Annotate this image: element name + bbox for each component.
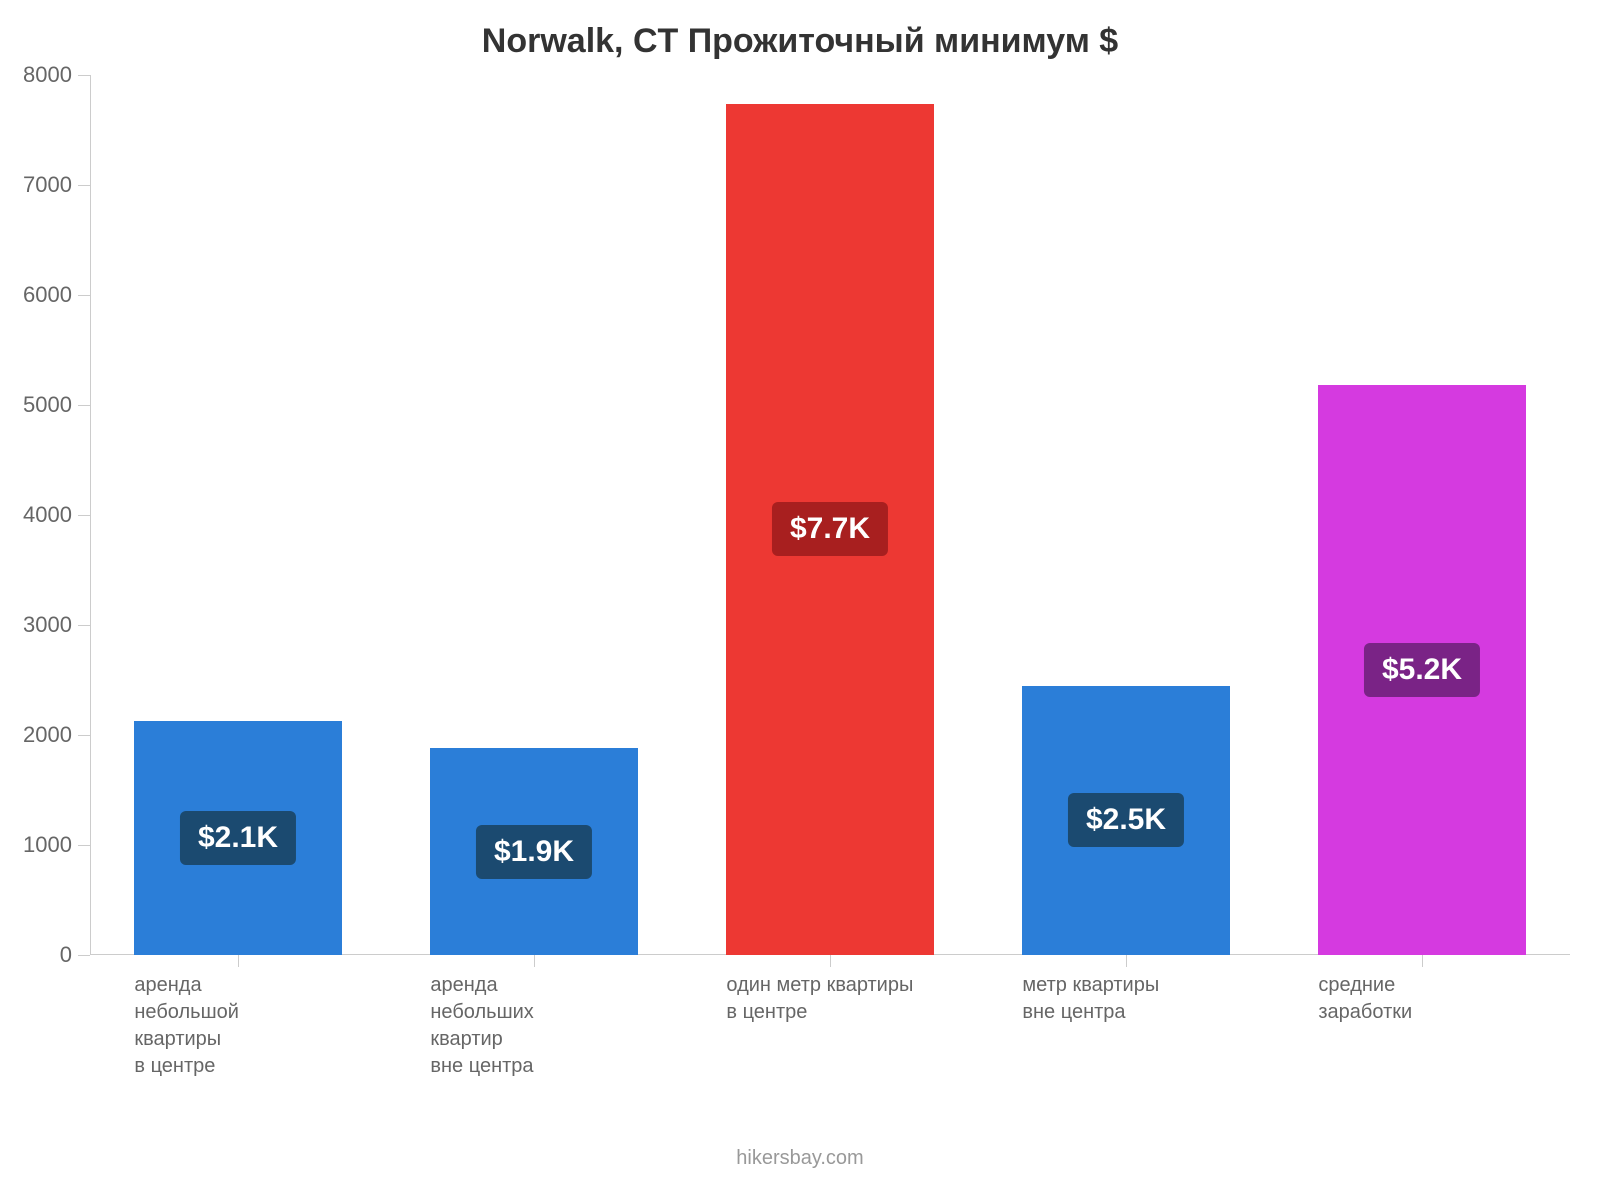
y-tick [78,515,90,516]
bars-layer: $2.1K $1.9K $7.7K $2.5K $5.2K [90,75,1570,955]
y-tick-label: 4000 [0,502,72,528]
plot-area: $2.1K $1.9K $7.7K $2.5K $5.2K [90,75,1570,955]
x-category-label: аренда небольшой квартиры в центре [134,972,381,1080]
y-tick-label: 7000 [0,172,72,198]
bar-value-badge: $2.1K [180,811,296,865]
y-tick [78,845,90,846]
x-tick [1422,955,1423,967]
y-tick-label: 3000 [0,612,72,638]
y-tick [78,625,90,626]
y-tick [78,405,90,406]
bar-value-badge: $7.7K [772,502,888,556]
x-category-label: один метр квартиры в центре [726,972,973,1026]
y-tick-label: 6000 [0,282,72,308]
cost-of-living-chart: Norwalk, CT Прожиточный минимум $ $2.1K$… [0,0,1600,1200]
y-tick-label: 8000 [0,62,72,88]
x-tick [1126,955,1127,967]
y-tick [78,955,90,956]
x-category-label: средние заработки [1318,972,1565,1026]
x-category-label: аренда небольших квартир вне центра [430,972,677,1080]
chart-footer: hikersbay.com [0,1147,1600,1170]
x-category-label: метр квартиры вне центра [1022,972,1269,1026]
x-tick [238,955,239,967]
y-tick [78,185,90,186]
y-tick [78,295,90,296]
x-tick [830,955,831,967]
chart-title: Norwalk, CT Прожиточный минимум $ [0,22,1600,61]
y-tick-label: 5000 [0,392,72,418]
x-tick [534,955,535,967]
y-tick-label: 2000 [0,722,72,748]
y-tick [78,75,90,76]
y-tick [78,735,90,736]
y-tick-label: 1000 [0,832,72,858]
bar-value-badge: $2.5K [1068,793,1184,847]
bar-value-badge: $5.2K [1364,643,1480,697]
bar-value-badge: $1.9K [476,825,592,879]
y-tick-label: 0 [0,942,72,968]
